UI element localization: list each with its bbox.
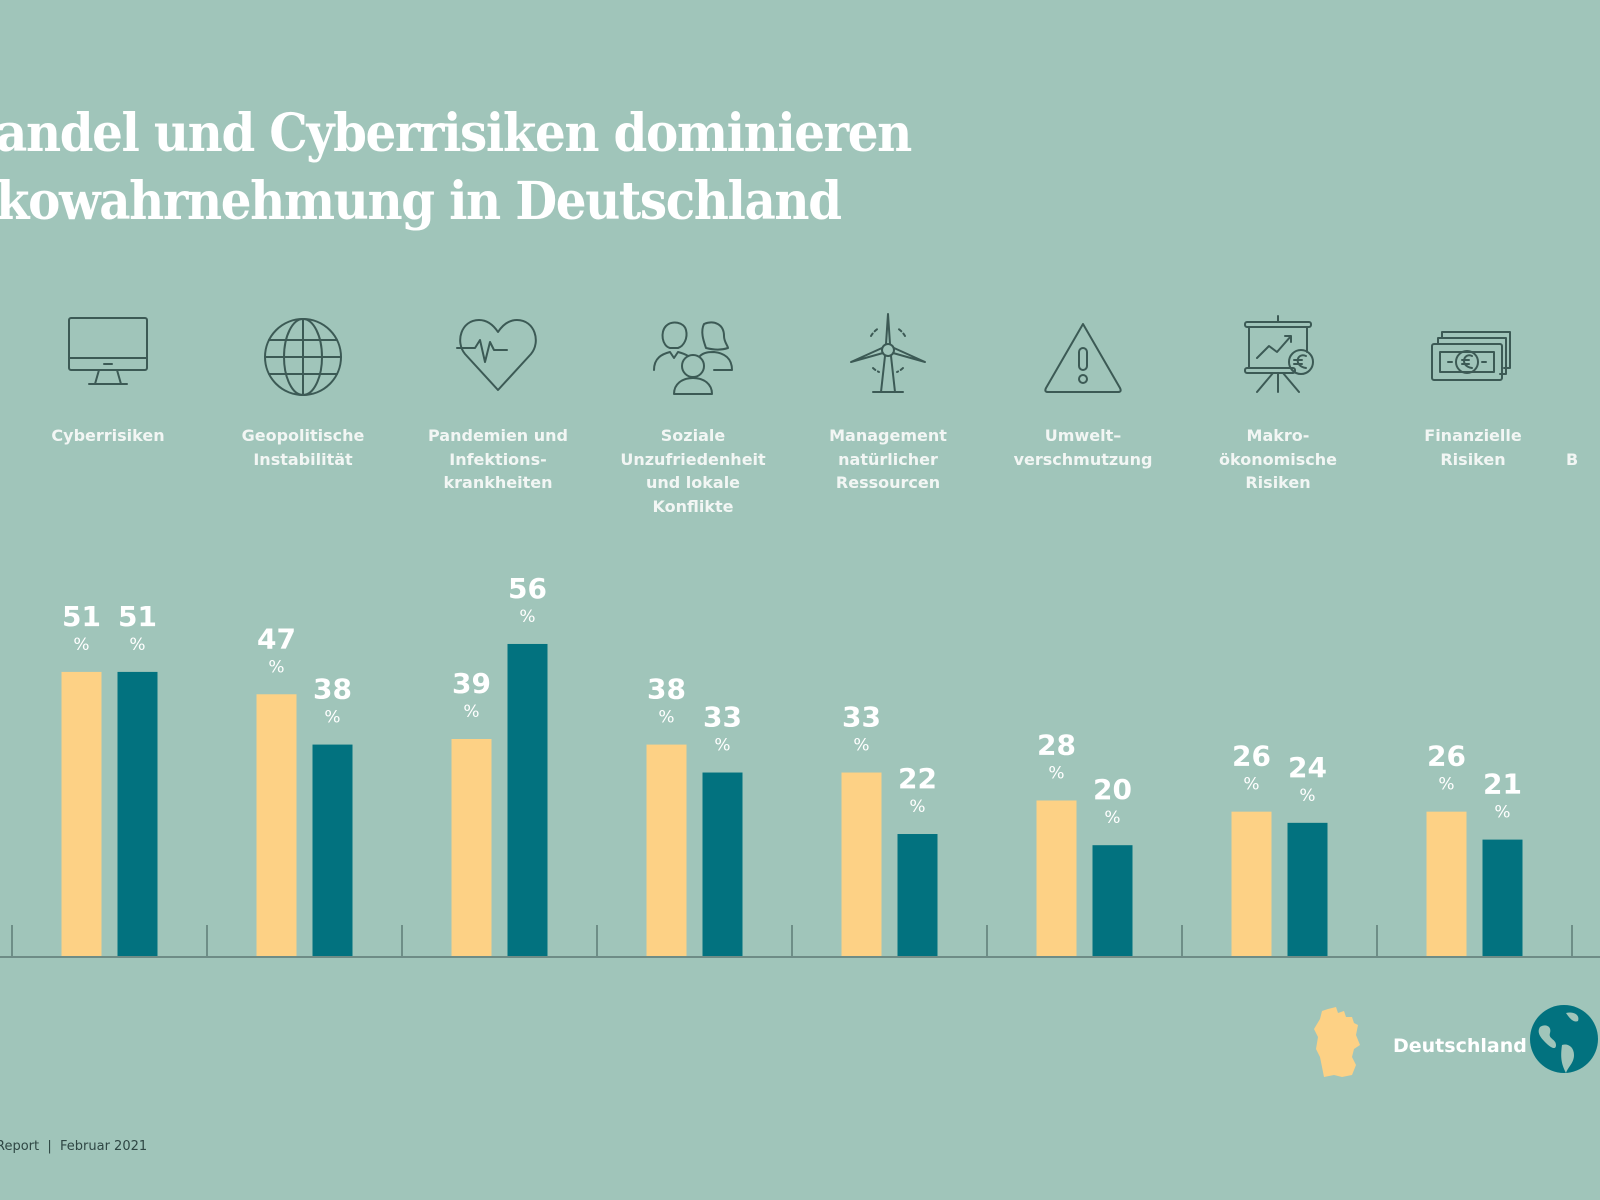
category-header-pandemien: Pandemien und Infektions- krankheiten bbox=[403, 312, 593, 495]
value-unit-label: % bbox=[324, 708, 340, 728]
category-header-makrooekonomie: Makro- ökonomische Risiken bbox=[1183, 312, 1373, 495]
bar-chart: 51%51% 47%38%39%56%38% 33%33%22%28% 20%26%2… bbox=[0, 572, 1600, 958]
bar-deutschland bbox=[256, 694, 297, 957]
value-unit-label: % bbox=[1243, 775, 1259, 795]
globe-icon bbox=[264, 318, 342, 396]
value-unit-label: % bbox=[1048, 763, 1064, 783]
category-label: Pandemien und Infektions- krankheiten bbox=[428, 426, 568, 492]
bar-welt bbox=[312, 744, 353, 957]
value-unit-label: % bbox=[129, 635, 145, 655]
bar-welt bbox=[1092, 845, 1133, 957]
bar-deutschland bbox=[841, 772, 882, 957]
value-label: 38 bbox=[647, 673, 686, 706]
value-label: 38 bbox=[313, 673, 352, 706]
category-header-umweltverschmutzung: Umwelt– verschmutzung bbox=[988, 312, 1178, 471]
value-label: 51 bbox=[118, 600, 157, 633]
warning-triangle-icon bbox=[1044, 323, 1122, 393]
value-labels: 51%51% 47%38%39%56%38% 33%33%22%28% 20%26%2… bbox=[62, 572, 1522, 828]
banknotes-euro-icon bbox=[1431, 331, 1511, 381]
chart-title: andel und Cyberrisiken dominieren kowahr… bbox=[0, 100, 980, 236]
wind-turbine-icon bbox=[850, 313, 926, 393]
title-line-1: andel und Cyberrisiken dominieren bbox=[0, 103, 912, 164]
value-label: 47 bbox=[257, 622, 296, 655]
value-label: 33 bbox=[842, 701, 881, 734]
legend-label-deutschland: Deutschland bbox=[1393, 1035, 1527, 1057]
category-header-soziale-unzufriedenheit: Soziale Unzufriedenheit und lokale Konfl… bbox=[598, 312, 788, 518]
value-label: 56 bbox=[508, 572, 547, 605]
value-unit-label: % bbox=[853, 736, 869, 756]
bar-deutschland bbox=[1426, 811, 1467, 957]
bar-welt bbox=[702, 772, 743, 957]
heart-pulse-icon bbox=[456, 319, 537, 391]
footer-source: Report | Februar 2021 bbox=[0, 1139, 148, 1154]
bar-deutschland bbox=[1231, 811, 1272, 957]
value-label: 51 bbox=[62, 600, 101, 633]
bar-deutschland bbox=[1036, 800, 1077, 957]
category-label: Umwelt– verschmutzung bbox=[1013, 426, 1153, 469]
value-label: 20 bbox=[1093, 773, 1132, 806]
value-unit-label: % bbox=[73, 635, 89, 655]
axis-ticks bbox=[11, 925, 1573, 957]
bar-deutschland bbox=[451, 738, 492, 957]
presentation-euro-icon bbox=[1244, 315, 1314, 393]
category-header-partial: B bbox=[1566, 312, 1600, 472]
value-unit-label: % bbox=[714, 736, 730, 756]
category-header-geopolitik: Geopolitische Instabilität bbox=[208, 312, 398, 471]
title-line-2: kowahrnehmung in Deutschland bbox=[0, 171, 842, 232]
category-label: Geopolitische Instabilität bbox=[241, 426, 365, 469]
monitor-icon bbox=[68, 317, 148, 385]
value-unit-label: % bbox=[1299, 786, 1315, 806]
category-header-finanzielle-risiken: Finanzielle Risiken bbox=[1378, 312, 1568, 471]
value-label: 33 bbox=[703, 701, 742, 734]
value-unit-label: % bbox=[268, 657, 284, 677]
bar-deutschland bbox=[646, 744, 687, 957]
value-label: 26 bbox=[1232, 740, 1271, 773]
value-unit-label: % bbox=[519, 607, 535, 627]
bar-welt bbox=[117, 671, 158, 957]
germany-map-icon bbox=[1314, 1007, 1360, 1077]
category-label: B bbox=[1566, 450, 1579, 469]
value-label: 22 bbox=[898, 762, 937, 795]
bar-welt bbox=[1482, 839, 1523, 957]
value-label: 24 bbox=[1288, 751, 1327, 784]
value-label: 39 bbox=[452, 667, 491, 700]
category-header-ressourcen: Management natürlicher Ressourcen bbox=[793, 312, 983, 495]
people-group-icon bbox=[653, 321, 733, 395]
category-header-cyberrisiken: Cyberrisiken bbox=[13, 312, 203, 448]
value-label: 28 bbox=[1037, 728, 1076, 761]
world-globe-icon bbox=[1530, 1005, 1598, 1073]
category-label: Finanzielle Risiken bbox=[1424, 426, 1522, 469]
legend bbox=[1314, 1005, 1598, 1077]
bar-welt bbox=[507, 643, 548, 957]
value-unit-label: % bbox=[1104, 808, 1120, 828]
category-label: Makro- ökonomische Risiken bbox=[1219, 426, 1337, 492]
category-label: Soziale Unzufriedenheit und lokale Konfl… bbox=[620, 426, 766, 516]
value-label: 26 bbox=[1427, 740, 1466, 773]
value-label: 21 bbox=[1483, 768, 1522, 801]
bars bbox=[61, 643, 1523, 957]
bar-deutschland bbox=[61, 671, 102, 957]
value-unit-label: % bbox=[463, 702, 479, 722]
value-unit-label: % bbox=[909, 797, 925, 817]
value-unit-label: % bbox=[1438, 775, 1454, 795]
bar-welt bbox=[1287, 822, 1328, 957]
category-label: Cyberrisiken bbox=[51, 426, 165, 445]
category-label: Management natürlicher Ressourcen bbox=[829, 426, 947, 492]
value-unit-label: % bbox=[1494, 803, 1510, 823]
bar-welt bbox=[897, 834, 938, 957]
value-unit-label: % bbox=[658, 708, 674, 728]
